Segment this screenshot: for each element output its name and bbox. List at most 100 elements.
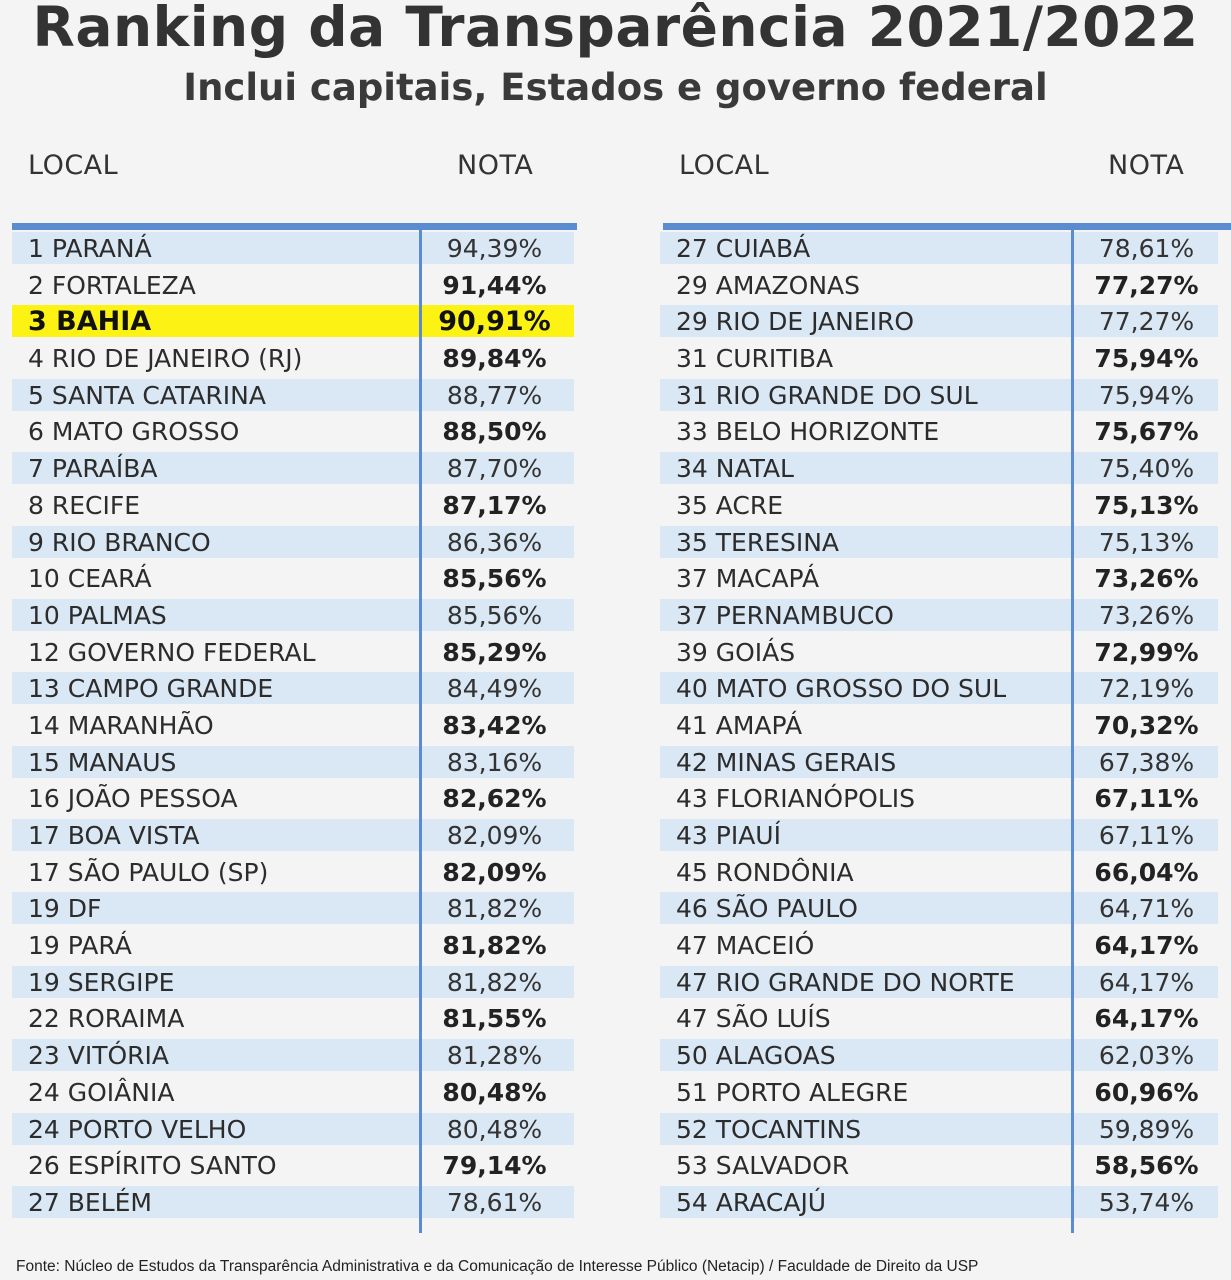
row-local: 47 MACEIÓ <box>676 931 815 961</box>
row-local: 31 CURITIBA <box>676 344 834 374</box>
table-row: 16 JOÃO PESSOA 82,62% <box>12 780 577 817</box>
row-stripe <box>12 672 574 705</box>
table-row: 37 MACAPÁ 73,26% <box>660 560 1231 597</box>
row-nota: 81,55% <box>442 1004 547 1034</box>
table-row: 47 SÃO LUÍS 64,17% <box>660 1000 1231 1037</box>
table-row: 24 GOIÂNIA 80,48% <box>12 1074 577 1111</box>
row-local: 47 SÃO LUÍS <box>676 1004 831 1034</box>
row-stripe <box>660 892 1218 925</box>
right-column-divider <box>1071 230 1074 1233</box>
row-local: 10 CEARÁ <box>28 564 152 594</box>
row-nota: 81,28% <box>446 1041 543 1071</box>
row-local: 43 FLORIANÓPOLIS <box>676 784 916 814</box>
row-nota: 88,77% <box>446 380 543 410</box>
row-stripe <box>12 745 574 778</box>
row-nota: 53,74% <box>1098 1187 1195 1217</box>
row-local: 10 PALMAS <box>28 600 167 630</box>
row-nota: 67,38% <box>1098 747 1195 777</box>
row-stripe <box>12 892 574 925</box>
row-stripe <box>660 1112 1218 1145</box>
row-nota: 75,94% <box>1094 344 1199 374</box>
row-local: 50 ALAGOAS <box>676 1041 836 1071</box>
table-row: 54 ARACAJÚ 53,74% <box>660 1184 1231 1221</box>
row-local: 19 PARÁ <box>28 931 132 961</box>
row-local: 3 BAHIA <box>28 306 152 338</box>
row-stripe <box>660 672 1218 705</box>
row-stripe <box>12 1185 574 1218</box>
row-local: 52 TOCANTINS <box>676 1114 862 1144</box>
table-row: 39 GOIÁS 72,99% <box>660 634 1231 671</box>
table-row: 13 CAMPO GRANDE 84,49% <box>12 670 577 707</box>
row-local: 54 ARACAJÚ <box>676 1187 827 1217</box>
row-nota: 75,40% <box>1098 454 1195 484</box>
left-table-top-border <box>12 223 577 230</box>
row-stripe <box>12 1112 574 1145</box>
table-row: 31 CURITIBA 75,94% <box>660 340 1231 377</box>
table-row: 37 PERNAMBUCO 73,26% <box>660 597 1231 634</box>
row-nota: 82,09% <box>442 857 547 887</box>
row-stripe <box>12 232 574 264</box>
row-local: 29 RIO DE JANEIRO <box>676 307 915 337</box>
row-stripe <box>12 965 574 998</box>
row-local: 29 AMAZONAS <box>676 270 861 300</box>
row-nota: 83,16% <box>446 747 543 777</box>
row-local: 31 RIO GRANDE DO SUL <box>676 380 978 410</box>
page-subtitle: Inclui capitais, Estados e governo feder… <box>183 66 1048 109</box>
row-local: 17 BOA VISTA <box>28 821 200 850</box>
row-nota: 89,84% <box>442 344 547 374</box>
table-row: 29 RIO DE JANEIRO 77,27% <box>660 303 1231 340</box>
table-row: 5 SANTA CATARINA 88,77% <box>12 377 577 414</box>
table-row: 46 SÃO PAULO 64,71% <box>660 890 1231 927</box>
row-stripe <box>660 452 1218 485</box>
row-nota: 72,19% <box>1098 674 1195 704</box>
row-local: 9 RIO BRANCO <box>28 527 211 557</box>
row-stripe <box>12 305 574 338</box>
row-nota: 72,99% <box>1094 637 1199 667</box>
table-row: 3 BAHIA 90,91% <box>12 303 577 340</box>
table-row: 23 VITÓRIA 81,28% <box>12 1037 577 1074</box>
table-row: 35 ACRE 75,13% <box>660 487 1231 524</box>
row-nota: 91,44% <box>442 270 547 300</box>
table-row: 33 BELO HORIZONTE 75,67% <box>660 413 1231 450</box>
row-stripe <box>660 525 1218 558</box>
row-nota: 73,26% <box>1094 564 1199 594</box>
row-stripe <box>660 819 1218 851</box>
row-nota: 90,91% <box>438 306 551 338</box>
row-local: 22 RORAIMA <box>28 1004 185 1034</box>
row-stripe <box>660 598 1218 631</box>
row-local: 34 NATAL <box>676 454 794 484</box>
source-footnote: Fonte: Núcleo de Estudos da Transparênci… <box>16 1258 979 1275</box>
table-row: 51 PORTO ALEGRE 60,96% <box>660 1074 1231 1111</box>
row-local: 14 MARANHÃO <box>28 710 214 740</box>
row-stripe <box>660 378 1218 411</box>
row-nota: 66,04% <box>1094 857 1199 887</box>
table-row: 1 PARANÁ 94,39% <box>12 230 577 267</box>
row-nota: 67,11% <box>1094 784 1199 814</box>
row-local: 4 RIO DE JANEIRO (RJ) <box>28 344 303 374</box>
row-nota: 85,56% <box>442 564 547 594</box>
row-nota: 64,17% <box>1094 1004 1199 1034</box>
row-nota: 75,13% <box>1098 527 1195 557</box>
table-row: 4 RIO DE JANEIRO (RJ) 89,84% <box>12 340 577 377</box>
row-local: 53 SALVADOR <box>676 1151 850 1181</box>
row-local: 6 MATO GROSSO <box>28 417 240 447</box>
row-local: 24 PORTO VELHO <box>28 1114 247 1144</box>
left-column-divider <box>419 230 422 1233</box>
table-row: 8 RECIFE 87,17% <box>12 487 577 524</box>
row-nota: 64,17% <box>1094 931 1199 961</box>
row-local: 47 RIO GRANDE DO NORTE <box>676 967 1015 997</box>
row-stripe <box>660 1039 1218 1072</box>
table-row: 19 DF 81,82% <box>12 890 577 927</box>
row-nota: 78,61% <box>446 1187 543 1217</box>
row-local: 24 GOIÂNIA <box>28 1077 175 1107</box>
row-local: 1 PARANÁ <box>28 234 152 263</box>
right-ranking-table: 27 CUIABÁ 78,61% 29 AMAZONAS 77,27% 29 RIO D… <box>660 230 1231 1221</box>
table-row: 15 MANAUS 83,16% <box>12 744 577 781</box>
row-local: 17 SÃO PAULO (SP) <box>28 857 269 887</box>
row-local: 46 SÃO PAULO <box>676 894 858 924</box>
row-nota: 64,17% <box>1098 967 1195 997</box>
row-stripe <box>660 305 1218 338</box>
row-nota: 60,96% <box>1094 1077 1199 1107</box>
row-nota: 77,27% <box>1094 270 1199 300</box>
row-local: 43 PIAUÍ <box>676 821 781 850</box>
